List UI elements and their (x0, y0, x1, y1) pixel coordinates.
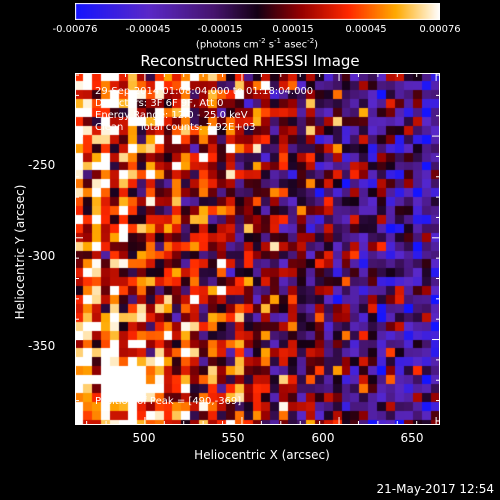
x-tick-label: 500 (132, 431, 156, 445)
plot-axes-frame (75, 73, 440, 425)
time-range-label: 29-Sep-2014 01:08:04.000 to 01:18:04.000 (95, 86, 314, 97)
y-tick-label: -300 (28, 249, 56, 263)
colorbar-units: (photons cm-2 s-1 asec-2) (195, 37, 319, 51)
colorbar-tick-label: 0.00076 (419, 24, 461, 35)
colorbar (75, 3, 440, 20)
colorbar-tick-label: -0.00015 (197, 24, 243, 35)
timestamp-label: 21-May-2017 12:54 (376, 482, 494, 496)
peak-position-label: Position of Peak = [490,-369] (95, 396, 242, 407)
x-tick-label: 600 (311, 431, 335, 445)
plot-area (75, 73, 440, 425)
energy-range-label: Energy Range: 12.0 - 25.0 keV (95, 110, 248, 121)
plot-title: Reconstructed RHESSI Image (140, 52, 360, 70)
colorbar-tick-label: 0.00045 (345, 24, 387, 35)
clean-info-label: Clean Total counts: 7.92E+03 (95, 122, 256, 133)
y-axis-label: Heliocentric Y (arcsec) (13, 184, 27, 320)
x-tick-label: 550 (221, 431, 245, 445)
colorbar-tick-label: 0.00015 (272, 24, 314, 35)
colorbar-tick-label: -0.00076 (52, 24, 98, 35)
x-axis-label: Heliocentric X (arcsec) (194, 448, 330, 462)
detectors-label: Detectors: 3F 6F 9F, Att 0 (95, 98, 224, 109)
colorbar-tick-label: -0.00045 (125, 24, 171, 35)
y-tick-label: -350 (28, 339, 56, 353)
y-tick-label: -250 (28, 158, 56, 172)
heatmap-image (75, 73, 440, 425)
x-tick-label: 650 (400, 431, 424, 445)
